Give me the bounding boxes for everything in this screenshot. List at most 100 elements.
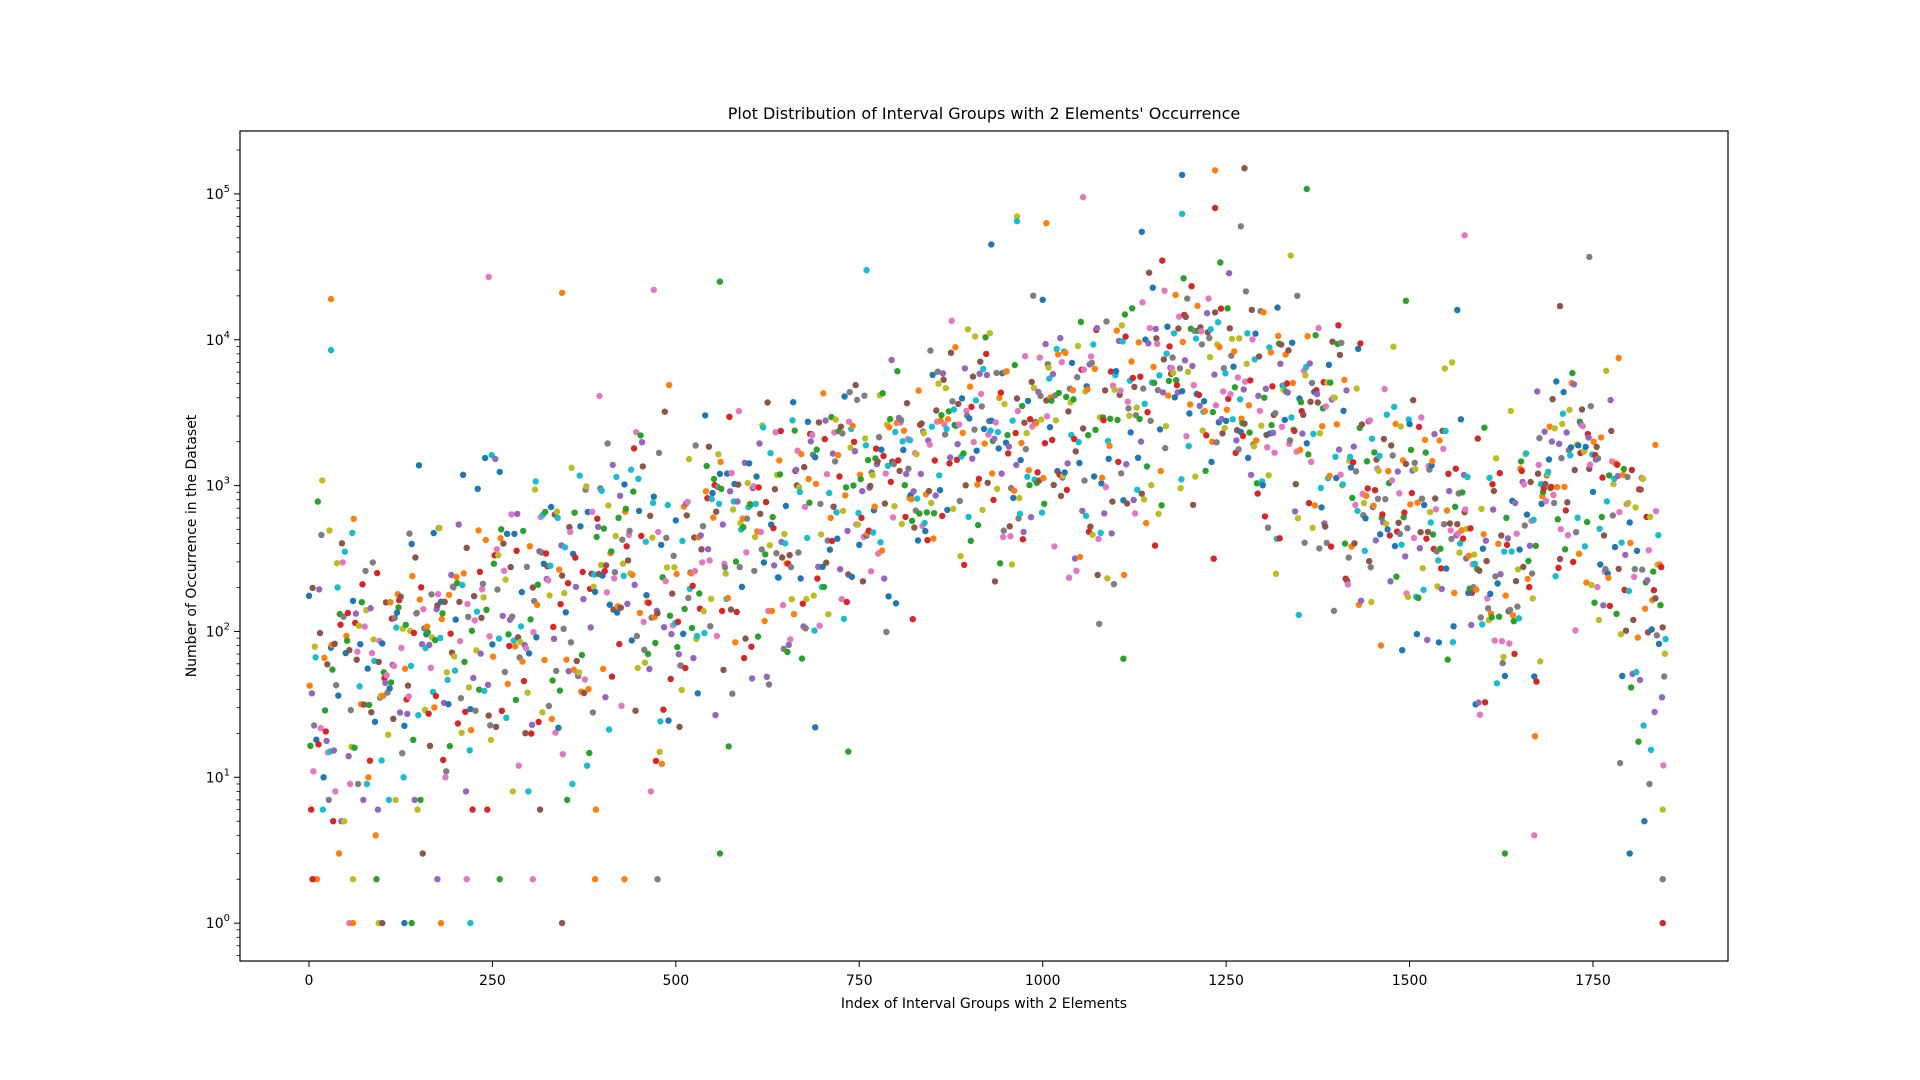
data-point (1452, 465, 1460, 472)
data-point (1525, 557, 1532, 565)
data-point (1000, 527, 1007, 534)
data-point (1610, 480, 1617, 488)
data-point (1384, 526, 1391, 533)
data-point (1100, 417, 1107, 424)
data-point (1517, 458, 1525, 465)
data-point (1178, 210, 1186, 217)
data-point (1113, 327, 1121, 334)
data-point (484, 681, 492, 688)
data-point (1242, 378, 1249, 385)
data-point (1376, 452, 1383, 460)
data-point (681, 605, 688, 613)
data-point (626, 527, 633, 534)
data-point (1169, 354, 1176, 361)
data-point (1152, 325, 1159, 333)
data-point (423, 623, 431, 630)
data-point (823, 471, 831, 478)
data-point (1295, 611, 1303, 619)
data-point (566, 523, 573, 531)
data-point (1052, 417, 1060, 424)
data-point (1498, 638, 1506, 645)
data-point (596, 392, 603, 400)
y-tick-label: 105 (206, 184, 230, 203)
data-point (500, 540, 507, 547)
data-point (494, 586, 501, 593)
data-point (735, 408, 743, 415)
data-point (850, 482, 857, 489)
data-point (1173, 382, 1181, 389)
data-point (688, 624, 696, 632)
data-point (1491, 637, 1498, 644)
data-point (365, 701, 373, 709)
data-point (748, 675, 756, 682)
data-point (1203, 310, 1211, 317)
data-point (1634, 634, 1642, 641)
data-point (1317, 484, 1325, 492)
data-point (1190, 382, 1198, 389)
data-point (1157, 467, 1165, 475)
data-point (1339, 481, 1347, 488)
data-point (379, 640, 386, 647)
data-point (1596, 525, 1603, 532)
data-point (1627, 539, 1634, 547)
data-point (940, 376, 947, 383)
data-point (1424, 636, 1431, 644)
data-point (1484, 595, 1491, 602)
data-point (1331, 394, 1338, 401)
data-point (615, 514, 622, 521)
data-point (1492, 573, 1499, 580)
data-point (1415, 594, 1422, 602)
data-point (948, 317, 955, 324)
data-point (763, 673, 770, 680)
data-point (694, 690, 701, 697)
data-point (733, 608, 740, 616)
data-point (744, 479, 751, 487)
data-point (597, 561, 605, 569)
data-point (843, 598, 850, 606)
data-point (1402, 460, 1410, 468)
data-point (1069, 387, 1077, 394)
data-point (690, 654, 697, 662)
data-point (820, 390, 827, 397)
data-point (1162, 423, 1170, 430)
data-point (735, 481, 742, 488)
data-point (474, 485, 481, 492)
data-point (1391, 542, 1399, 550)
data-point (1633, 547, 1641, 554)
data-point (1233, 437, 1240, 444)
data-point (401, 665, 409, 672)
data-point (656, 748, 663, 755)
data-point (1103, 318, 1110, 325)
data-point (495, 635, 503, 642)
data-point (1370, 502, 1377, 509)
data-point (1143, 463, 1151, 470)
data-point (1490, 487, 1498, 495)
data-point (771, 486, 779, 493)
data-point (1473, 586, 1480, 593)
data-point (1289, 379, 1297, 387)
data-point (1125, 405, 1132, 412)
data-point (1255, 392, 1262, 399)
data-point (1494, 580, 1501, 587)
data-point (1237, 223, 1245, 230)
data-point (1650, 587, 1658, 594)
data-point (762, 551, 769, 558)
data-point (533, 634, 540, 641)
y-tick-label: 103 (206, 476, 230, 495)
data-point (1151, 542, 1159, 549)
data-point (1652, 595, 1659, 602)
data-point (517, 623, 525, 630)
data-point (1180, 275, 1187, 282)
data-point (1104, 575, 1111, 582)
data-point (1165, 392, 1172, 399)
data-point (309, 876, 316, 883)
data-point (461, 658, 468, 665)
data-point (462, 708, 469, 715)
data-point (1650, 568, 1657, 575)
data-point (861, 435, 869, 442)
data-point (1013, 395, 1021, 402)
data-point (603, 589, 611, 596)
data-point (1594, 583, 1601, 591)
data-point (748, 643, 755, 650)
data-point (1327, 543, 1335, 550)
